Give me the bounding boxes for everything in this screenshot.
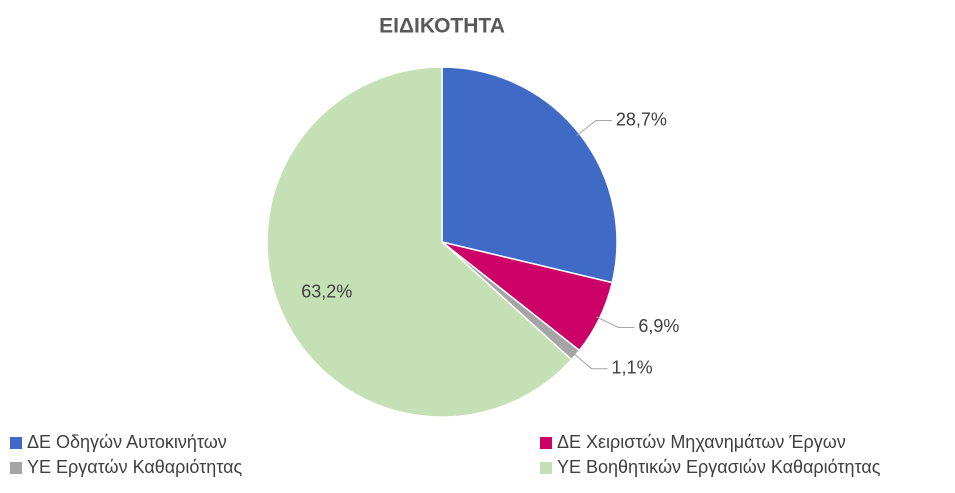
legend-label: ΔΕ Οδηγών Αυτοκινήτων — [27, 432, 227, 452]
data-label: 28,7% — [616, 109, 667, 129]
data-label: 1,1% — [612, 357, 653, 377]
data-label: 63,2% — [301, 282, 352, 302]
legend-swatch — [540, 437, 552, 449]
legend-swatch — [10, 437, 22, 449]
data-label: 6,9% — [638, 316, 679, 336]
legend-label: ΥΕ Εργατών Καθαριότητας — [27, 457, 243, 477]
chart-title: ΕΙΔΙΚΟΤΗΤΑ — [379, 15, 505, 38]
leader-line — [596, 316, 635, 328]
legend-label: ΔΕ Χειριστών Μηχανημάτων Έργων — [557, 432, 846, 452]
leader-line — [572, 352, 608, 370]
legend-swatch — [10, 462, 22, 474]
legend-swatch — [540, 462, 552, 474]
legend-label: ΥΕ Βοηθητικών Εργασιών Καθαριότητας — [557, 457, 881, 477]
leader-line — [576, 120, 612, 137]
pie-slice — [266, 66, 573, 418]
